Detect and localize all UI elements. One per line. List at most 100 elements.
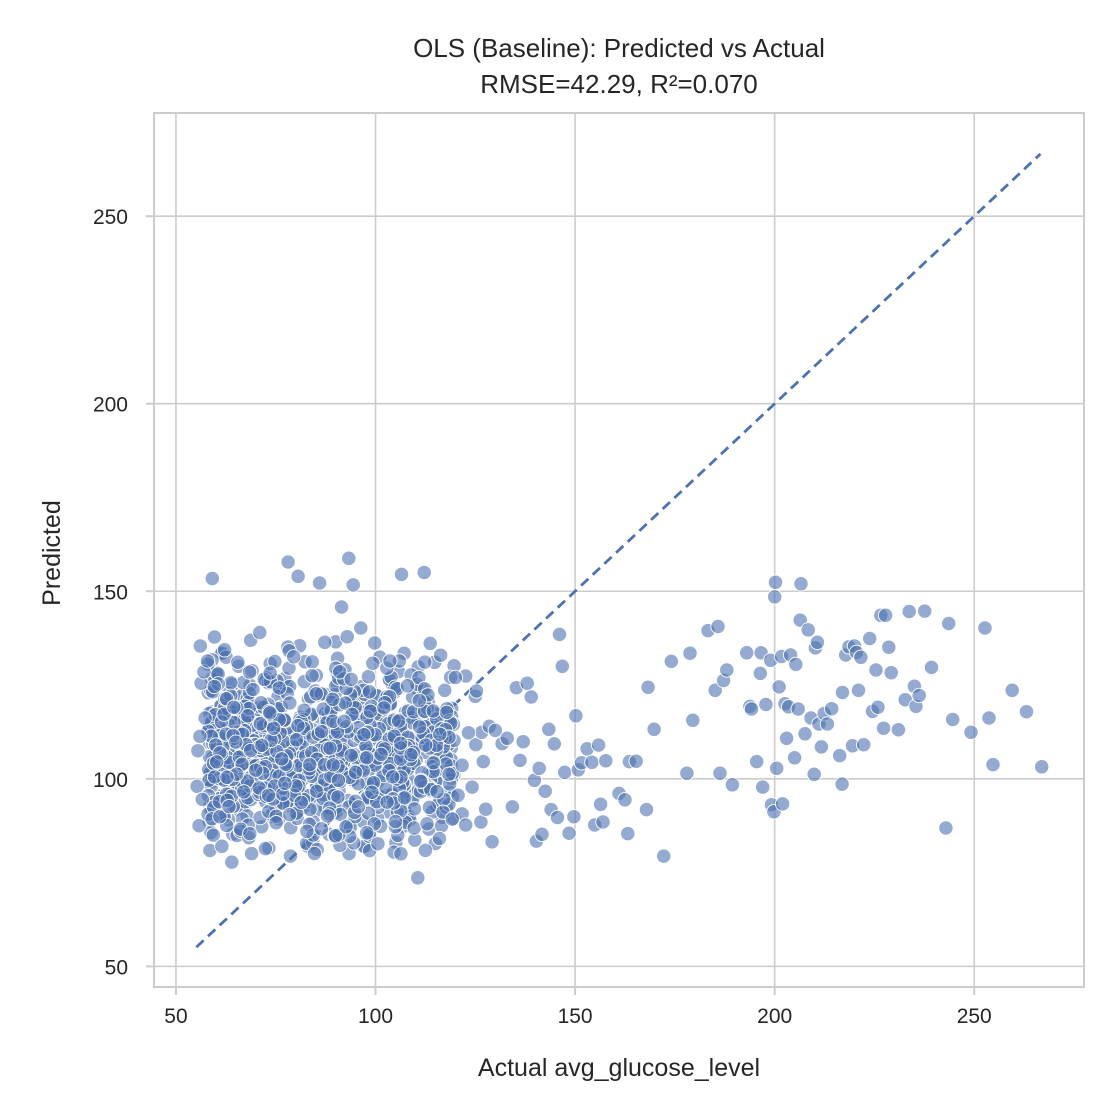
data-point — [315, 701, 331, 717]
data-point — [790, 701, 806, 717]
data-point — [771, 679, 787, 695]
data-point — [454, 757, 470, 773]
chart-subtitle: RMSE=42.29, R²=0.070 — [480, 69, 758, 99]
data-point — [205, 827, 221, 843]
data-point — [832, 747, 848, 764]
data-point — [531, 760, 547, 776]
data-point — [226, 699, 242, 715]
data-point — [793, 576, 809, 592]
data-point — [230, 654, 246, 670]
data-point — [268, 815, 284, 831]
data-point — [236, 784, 252, 800]
data-point — [266, 720, 282, 736]
data-point — [809, 634, 826, 650]
data-point — [788, 656, 804, 673]
data-point — [288, 732, 305, 748]
data-point — [241, 664, 258, 680]
data-point — [399, 678, 416, 694]
data-point — [806, 766, 822, 782]
data-point — [460, 725, 477, 741]
data-point — [554, 658, 570, 674]
data-point — [376, 700, 392, 716]
data-point — [212, 809, 228, 825]
data-point — [411, 719, 428, 735]
data-point — [411, 692, 427, 709]
data-point — [260, 787, 277, 803]
data-point — [425, 703, 441, 719]
data-point — [682, 645, 698, 661]
data-point — [242, 825, 258, 842]
data-point — [306, 845, 323, 862]
data-point — [245, 681, 261, 698]
data-point — [592, 796, 609, 812]
data-point — [347, 764, 364, 781]
data-point — [317, 634, 333, 650]
data-point — [432, 726, 448, 742]
data-point — [774, 796, 791, 812]
data-point — [739, 645, 755, 661]
data-point — [444, 811, 460, 827]
data-point — [330, 789, 346, 805]
data-point — [519, 675, 535, 691]
data-point — [299, 823, 315, 839]
data-point — [478, 801, 494, 817]
data-point — [209, 754, 225, 770]
y-axis-label: Predicted — [38, 500, 66, 606]
data-point — [309, 783, 325, 799]
data-point — [834, 776, 850, 792]
data-point — [923, 659, 940, 676]
y-axis-ticks: 50 100 150 200 250 — [93, 206, 154, 979]
data-point — [868, 662, 884, 678]
data-point — [338, 819, 354, 835]
data-point — [361, 684, 378, 700]
data-point — [214, 838, 230, 854]
data-point — [515, 734, 531, 750]
y-tick-label: 100 — [93, 769, 128, 792]
data-point — [262, 665, 278, 681]
x-tick-label: 150 — [558, 1005, 593, 1028]
data-point — [862, 630, 878, 647]
data-point — [707, 682, 723, 698]
data-point — [749, 753, 765, 770]
data-point — [243, 845, 260, 862]
data-point — [786, 750, 803, 766]
data-point — [870, 699, 886, 715]
data-point — [224, 854, 240, 870]
data-point — [204, 570, 220, 587]
data-point — [679, 765, 695, 781]
data-point — [282, 695, 298, 711]
data-point — [437, 682, 453, 698]
data-point — [638, 801, 655, 818]
data-point — [769, 760, 785, 776]
data-point — [379, 794, 395, 810]
x-tick-label: 100 — [358, 1005, 393, 1028]
data-point — [590, 737, 607, 753]
data-point — [767, 589, 783, 605]
data-point — [325, 757, 341, 773]
data-point — [911, 687, 927, 704]
data-point — [853, 649, 869, 665]
data-point — [332, 664, 348, 680]
data-point — [561, 825, 577, 841]
data-point — [419, 816, 435, 832]
data-point — [883, 665, 899, 681]
x-axis-label: Actual avg_glucose_level — [478, 1054, 760, 1082]
data-point — [797, 726, 813, 742]
data-point — [712, 765, 728, 781]
data-point — [584, 754, 600, 770]
data-point — [336, 713, 352, 730]
data-point — [254, 737, 270, 754]
data-point — [890, 722, 907, 738]
data-point — [339, 629, 355, 645]
y-tick-label: 200 — [93, 394, 128, 417]
data-point — [499, 730, 515, 746]
data-point — [296, 702, 312, 718]
y-tick-label: 250 — [93, 206, 128, 229]
data-point — [327, 828, 344, 844]
data-point — [293, 794, 309, 811]
data-point — [724, 777, 741, 793]
data-point — [416, 564, 432, 581]
data-point — [656, 848, 672, 864]
x-tick-label: 250 — [957, 1005, 992, 1028]
data-point — [640, 679, 656, 695]
